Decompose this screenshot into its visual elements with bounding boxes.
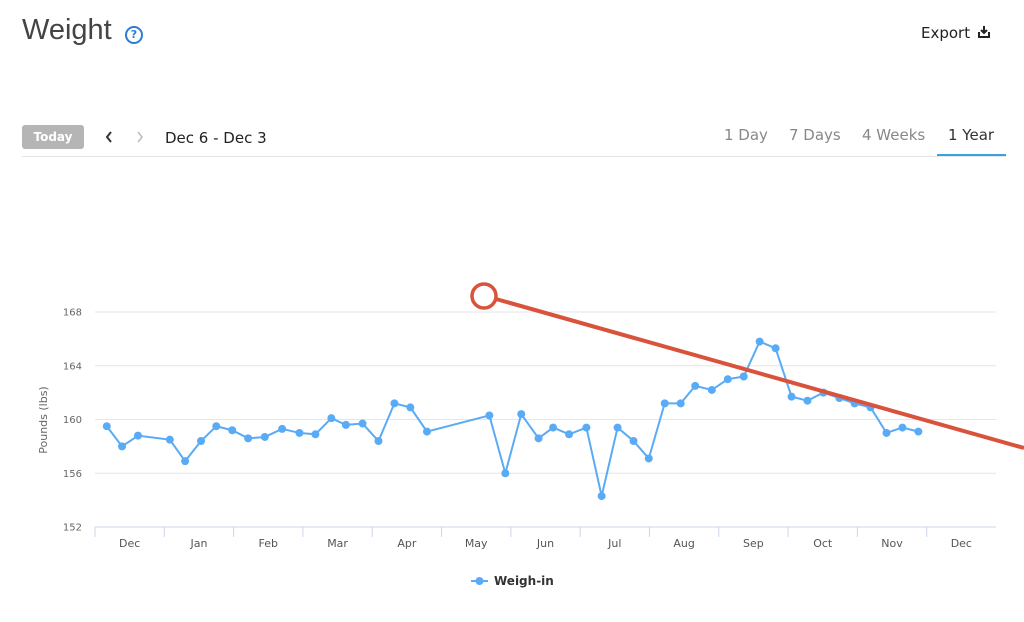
- data-point: [739, 372, 748, 381]
- x-tick-label: Feb: [259, 537, 278, 550]
- page-title: Weight: [22, 14, 112, 46]
- x-tick-label: Dec: [119, 537, 140, 550]
- y-tick-label: 164: [63, 361, 82, 372]
- data-point: [197, 437, 206, 445]
- y-tick-label: 156: [63, 469, 82, 480]
- data-point: [228, 426, 237, 435]
- data-point: [866, 403, 875, 412]
- data-point: [374, 437, 383, 445]
- range-tab[interactable]: 7 Days: [789, 126, 841, 144]
- range-tab[interactable]: 1 Day: [724, 126, 768, 144]
- toolbar-divider: [22, 156, 1006, 157]
- data-point: [422, 427, 431, 436]
- y-tick-label: 152: [63, 523, 82, 534]
- data-point: [597, 492, 606, 501]
- data-point: [406, 403, 415, 412]
- data-point: [914, 427, 923, 436]
- y-tick-label: 160: [63, 415, 82, 426]
- data-point: [390, 399, 399, 408]
- data-point: [707, 385, 716, 394]
- y-axis-label: Pounds (lbs): [37, 386, 50, 453]
- date-range: Dec 6 - Dec 3: [165, 129, 267, 147]
- data-point: [850, 399, 859, 408]
- data-point: [676, 399, 685, 408]
- range-tab[interactable]: 1 Year: [948, 126, 995, 144]
- data-point: [898, 423, 907, 432]
- data-point: [835, 394, 844, 402]
- data-point: [102, 422, 111, 431]
- legend-dot: [475, 577, 484, 585]
- active-tab-underline: [937, 154, 1006, 156]
- data-point: [787, 392, 796, 401]
- x-tick-label: May: [465, 537, 488, 550]
- data-point: [723, 375, 732, 384]
- x-tick-label: Jan: [189, 537, 207, 550]
- export-icon: [977, 26, 990, 38]
- data-point: [517, 410, 526, 419]
- data-point: [755, 337, 764, 346]
- x-tick-label: Dec: [951, 537, 972, 550]
- data-point: [629, 437, 638, 445]
- data-point: [819, 388, 828, 397]
- data-point: [260, 432, 269, 441]
- data-point: [613, 423, 622, 432]
- data-point: [644, 454, 653, 463]
- data-point: [212, 422, 221, 431]
- data-point: [485, 411, 494, 420]
- data-point: [582, 423, 591, 432]
- data-point: [295, 428, 304, 437]
- data-point: [118, 442, 127, 451]
- data-point: [771, 344, 780, 353]
- data-point: [803, 396, 812, 405]
- data-point: [311, 430, 320, 439]
- today-button[interactable]: Today: [22, 125, 84, 149]
- x-tick-label: Nov: [881, 537, 903, 550]
- data-point: [501, 469, 510, 478]
- data-point: [133, 431, 142, 440]
- x-tick-label: Mar: [327, 537, 348, 550]
- data-point: [165, 435, 174, 444]
- data-point: [181, 457, 190, 466]
- legend-label: Weigh-in: [494, 574, 554, 588]
- x-tick-label: Oct: [813, 537, 833, 550]
- data-point: [327, 414, 336, 423]
- data-point: [341, 420, 350, 429]
- y-tick-label: 168: [63, 308, 82, 319]
- help-icon[interactable]: ?: [125, 26, 143, 44]
- data-point: [691, 381, 700, 390]
- export-button[interactable]: Export: [921, 24, 990, 42]
- data-point: [565, 430, 574, 439]
- data-point: [660, 399, 669, 408]
- data-point: [358, 419, 367, 428]
- x-tick-label: Aug: [673, 537, 694, 550]
- data-point: [278, 424, 287, 433]
- x-tick-label: Sep: [743, 537, 764, 550]
- x-tick-label: Apr: [397, 537, 417, 550]
- data-point: [534, 434, 543, 443]
- x-tick-label: Jun: [536, 537, 554, 550]
- export-label[interactable]: Export: [921, 24, 971, 42]
- data-point: [882, 428, 891, 437]
- data-point: [244, 434, 253, 443]
- x-tick-label: Jul: [607, 537, 621, 550]
- data-point: [549, 423, 558, 432]
- range-tab[interactable]: 4 Weeks: [862, 126, 926, 144]
